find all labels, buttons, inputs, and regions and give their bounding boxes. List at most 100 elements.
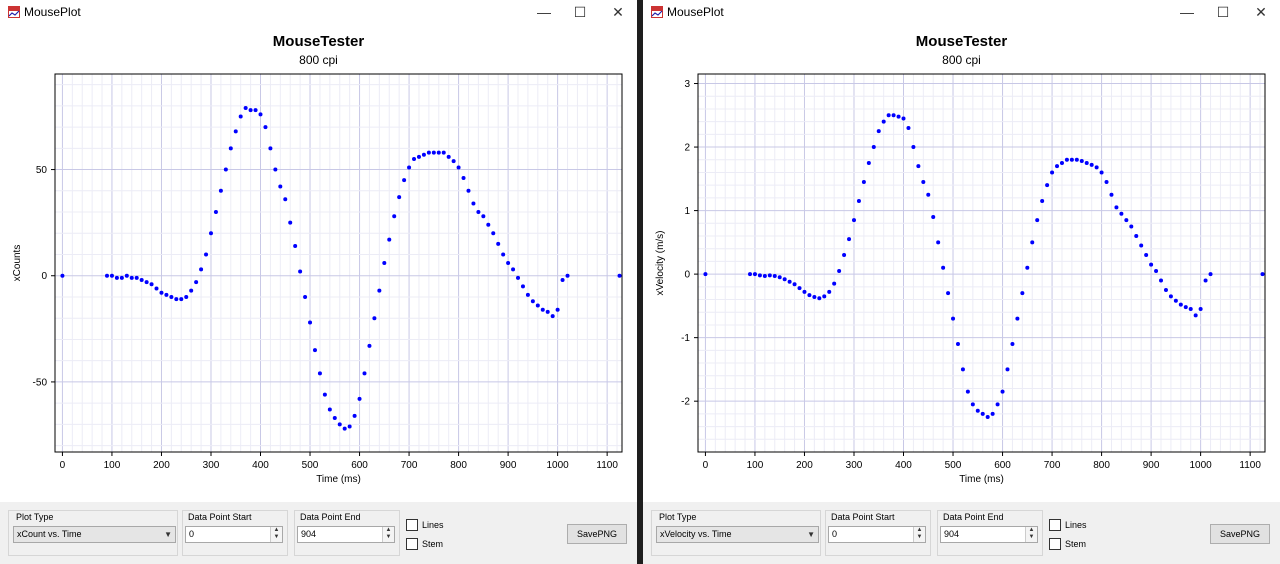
end-group [937,510,1043,556]
data-point [812,294,817,299]
data-point [189,288,194,293]
data-point [916,164,921,169]
stem-checkbox[interactable] [1049,538,1061,550]
plot-type-value: xVelocity vs. Time [660,529,732,539]
minimize-button[interactable]: — [537,4,551,20]
data-point [337,422,342,427]
y-tick-label: 1 [684,206,690,217]
data-point [970,402,975,407]
data-point [481,214,486,219]
x-tick-label: 800 [450,460,467,471]
data-point [550,314,555,319]
plot-area[interactable]: 0 100 200 300 400 500 600 700 800 900 1000 1100 -50 0… [0,24,637,502]
data-point [906,126,911,130]
save-png-button[interactable]: SavePNG [567,524,627,544]
data-point [762,274,767,279]
data-point [856,199,861,204]
data-point [298,269,303,274]
data-point [802,289,807,294]
data-point [1030,240,1035,245]
data-point [851,218,856,223]
chevron-down-icon: ▼ [807,530,815,539]
data-point [787,279,792,284]
data-point [1084,160,1089,165]
x-tick-label: 1000 [1189,460,1212,471]
data-point [931,214,936,219]
close-button[interactable]: ✕ [612,4,624,20]
controls-panel: Plot Type xCount vs. Time ▼ Data Point S… [0,502,637,564]
data-point [1188,307,1193,312]
data-point [431,150,436,155]
data-point [446,154,451,159]
data-point [965,389,970,394]
spinner-icon[interactable]: ▲ ▼ [270,527,282,542]
plot-type-select[interactable]: xCount vs. Time ▼ [13,526,176,543]
plot-area[interactable]: 0 100 200 300 400 500 600 700 800 900 1000 1100 -2 -1… [643,24,1280,502]
save-png-button[interactable]: SavePNG [1210,524,1270,544]
data-point [516,275,521,280]
plot-frame [54,73,623,453]
spinner-icon[interactable]: ▲ ▼ [1025,527,1037,542]
x-tick-label: 0 [703,460,709,471]
data-point [1000,389,1005,394]
end-label: Data Point End [300,512,361,522]
data-point [1045,183,1050,188]
data-point [1035,218,1040,223]
data-point [837,268,842,273]
minimize-button[interactable]: — [1180,4,1194,20]
data-point [936,240,941,245]
y-tick-label: -1 [681,333,690,344]
x-tick-label: 800 [1093,460,1110,471]
data-point [164,292,169,297]
data-point [119,275,124,280]
x-axis-label: Time (ms) [959,474,1004,485]
data-point [792,282,797,287]
spinner-icon[interactable]: ▲ ▼ [913,527,925,542]
data-point [194,280,199,285]
plot-type-select[interactable]: xVelocity vs. Time ▼ [656,526,819,543]
lines-checkbox[interactable] [406,519,418,531]
data-point [782,277,787,282]
x-tick-label: 300 [203,460,220,471]
data-point [416,154,421,159]
lines-checkbox[interactable] [1049,519,1061,531]
data-point [174,297,179,302]
data-point [752,272,757,277]
data-point [218,188,223,193]
data-point [777,275,782,280]
data-point [114,275,119,280]
data-point [421,152,426,157]
app-icon [651,6,663,18]
x-tick-label: 1000 [546,460,569,471]
y-axis-label: xVelocity (m/s) [655,230,666,295]
data-point [1208,272,1213,277]
data-point [827,289,832,294]
data-point [540,307,545,312]
end-input[interactable]: 904 ▲ ▼ [940,526,1038,543]
data-point [525,292,530,297]
maximize-button[interactable]: ☐ [1216,4,1230,20]
x-tick-label: 100 [747,460,764,471]
stem-checkbox[interactable] [406,538,418,550]
data-point [179,297,184,302]
data-point [990,411,995,416]
data-point [263,125,268,130]
start-input[interactable]: 0 ▲ ▼ [185,526,283,543]
data-point [283,197,288,202]
plot-frame [697,73,1266,453]
maximize-button[interactable]: ☐ [573,4,587,20]
start-input[interactable]: 0 ▲ ▼ [828,526,926,543]
data-point [159,290,164,295]
data-point [466,188,471,193]
data-point [1040,199,1045,204]
data-point [1025,265,1030,270]
data-point [486,222,491,227]
close-button[interactable]: ✕ [1255,4,1267,20]
data-point [154,286,159,291]
spinner-icon[interactable]: ▲ ▼ [382,527,394,542]
end-input[interactable]: 904 ▲ ▼ [297,526,395,543]
data-point [926,192,931,197]
data-point [213,210,218,215]
data-point [896,114,901,119]
data-point [506,261,511,265]
